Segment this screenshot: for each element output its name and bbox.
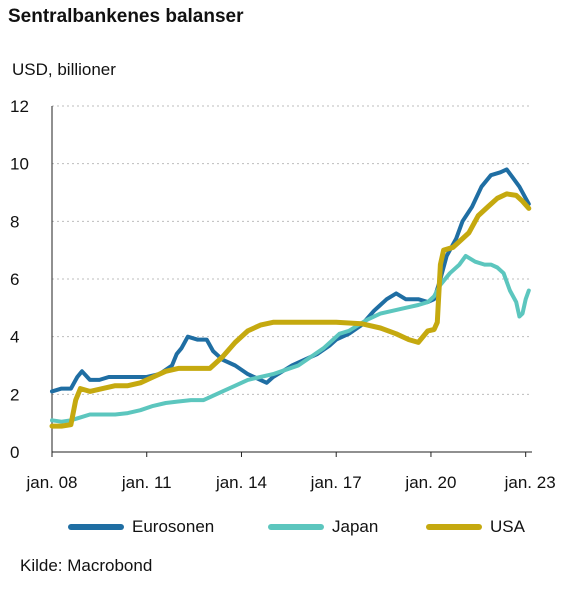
x-tick-label-2: jan. 14 — [215, 473, 267, 492]
grid-lines — [52, 105, 532, 395]
legend-swatch-japan — [268, 524, 324, 530]
y-tick-label-12: 12 — [10, 97, 29, 116]
series-line-usa — [49, 191, 532, 429]
y-tick-label-4: 4 — [10, 328, 19, 347]
legend-label-usa: USA — [490, 517, 525, 536]
x-tick-label-0: jan. 08 — [25, 473, 77, 492]
x-tick-label-4: jan. 20 — [404, 473, 456, 492]
y-axis-unit-label: USD, billioner — [12, 60, 116, 79]
legend-swatch-usa — [426, 524, 482, 530]
legend: Eurosonen Japan USA — [0, 512, 575, 542]
line-chart: 0 2 4 6 8 10 12 jan. 08 jan. 11 jan. 14 jan. 17 jan… — [10, 97, 556, 492]
y-tick-label-10: 10 — [10, 155, 29, 174]
legend-item-eurosonen: Eurosonen — [68, 512, 214, 542]
y-tick-label-8: 8 — [10, 212, 19, 231]
x-tick-label-5: jan. 23 — [504, 473, 556, 492]
legend-item-usa: USA — [426, 512, 525, 542]
tick-labels: 0 2 4 6 8 10 12 jan. 08 jan. 11 jan. 14 jan. 17 jan… — [10, 97, 556, 492]
x-tick-label-3: jan. 17 — [310, 473, 362, 492]
series-line-japan — [50, 253, 531, 424]
chart-title: Sentralbankenes balanser — [8, 6, 244, 27]
y-tick-label-0: 0 — [10, 443, 19, 462]
source-note: Kilde: Macrobond — [20, 556, 153, 575]
series-line-eurosonen — [50, 167, 531, 394]
series-lines — [49, 167, 532, 429]
y-tick-label-6: 6 — [10, 270, 19, 289]
x-tick-label-1: jan. 11 — [121, 473, 172, 492]
legend-item-japan: Japan — [268, 512, 378, 542]
axes — [51, 106, 532, 457]
legend-swatch-eurosonen — [68, 524, 124, 530]
legend-label-japan: Japan — [332, 517, 379, 536]
y-tick-label-2: 2 — [10, 385, 19, 404]
legend-label-eurosonen: Eurosonen — [132, 517, 215, 536]
